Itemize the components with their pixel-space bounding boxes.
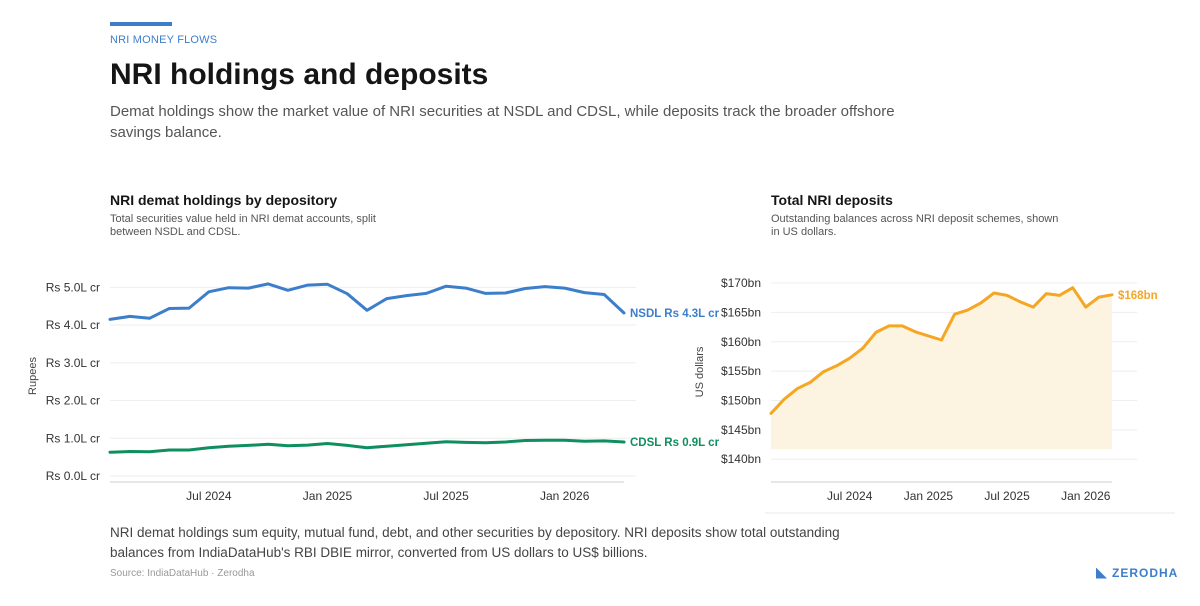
series-end-label: CDSL Rs 0.9L cr (630, 437, 720, 449)
y-tick-label: $140bn (721, 452, 761, 466)
y-tick-label: $170bn (721, 276, 761, 290)
y-tick-label: $145bn (721, 423, 761, 437)
x-tick-label: Jan 2026 (540, 489, 590, 503)
y-tick-label: Rs 1.0L cr (46, 431, 100, 445)
x-tick-label: Jul 2024 (827, 489, 873, 503)
x-tick-label: Jan 2026 (1061, 489, 1111, 503)
footer-note: NRI demat holdings sum equity, mutual fu… (110, 525, 840, 560)
x-tick-label: Jan 2025 (303, 489, 353, 503)
deposits-chart-title: Total NRI deposits (771, 192, 893, 208)
y-tick-label: Rs 4.0L cr (46, 318, 100, 332)
demat-chart-subtitle: Total securities value held in NRI demat… (110, 213, 376, 238)
x-tick-label: Jan 2025 (904, 489, 954, 503)
y-tick-label: Rs 2.0L cr (46, 394, 100, 408)
deposits-area-fill (771, 287, 1112, 450)
x-tick-label: Jul 2025 (984, 489, 1030, 503)
zerodha-logo: ZERODHA (1096, 566, 1178, 580)
nri-deposits-chart: $140bn $145bn $150bn $155bn $160bn $165bn $170… (694, 276, 1158, 503)
accent-bar (110, 22, 172, 26)
y-axis-title: US dollars (694, 346, 706, 397)
series-line-cdsl (108, 438, 626, 454)
series-line-total-nri-deposits (769, 286, 1114, 415)
page-title: NRI holdings and deposits (110, 58, 489, 91)
zerodha-logo-icon (1096, 567, 1107, 579)
y-tick-label: $160bn (721, 335, 761, 349)
demat-holdings-chart: Rs 0.0L cr Rs 1.0L cr Rs 2.0L cr Rs 3.0L cr… (27, 280, 720, 503)
y-tick-label: $155bn (721, 364, 761, 378)
x-tick-label: Jul 2025 (423, 489, 469, 503)
series-line-nsdl (108, 282, 626, 321)
y-tick-label: Rs 0.0L cr (46, 469, 100, 483)
kicker: NRI MONEY FLOWS (110, 34, 218, 46)
page-subtitle: Demat holdings show the market value of … (110, 103, 895, 141)
deposits-chart-subtitle: Outstanding balances across NRI deposit … (771, 213, 1059, 238)
series-end-label: $168bn (1118, 290, 1158, 302)
y-tick-label: $150bn (721, 393, 761, 407)
y-tick-label: Rs 3.0L cr (46, 356, 100, 370)
y-tick-label: Rs 5.0L cr (46, 280, 100, 294)
x-tick-label: Jul 2024 (186, 489, 232, 503)
demat-chart-title: NRI demat holdings by depository (110, 192, 338, 208)
y-axis-title: Rupees (27, 357, 39, 395)
y-tick-label: $165bn (721, 305, 761, 319)
source-text: Source: IndiaDataHub · Zerodha (110, 568, 255, 579)
brand-name: ZERODHA (1112, 566, 1179, 580)
series-end-label: NSDL Rs 4.3L cr (630, 308, 720, 320)
